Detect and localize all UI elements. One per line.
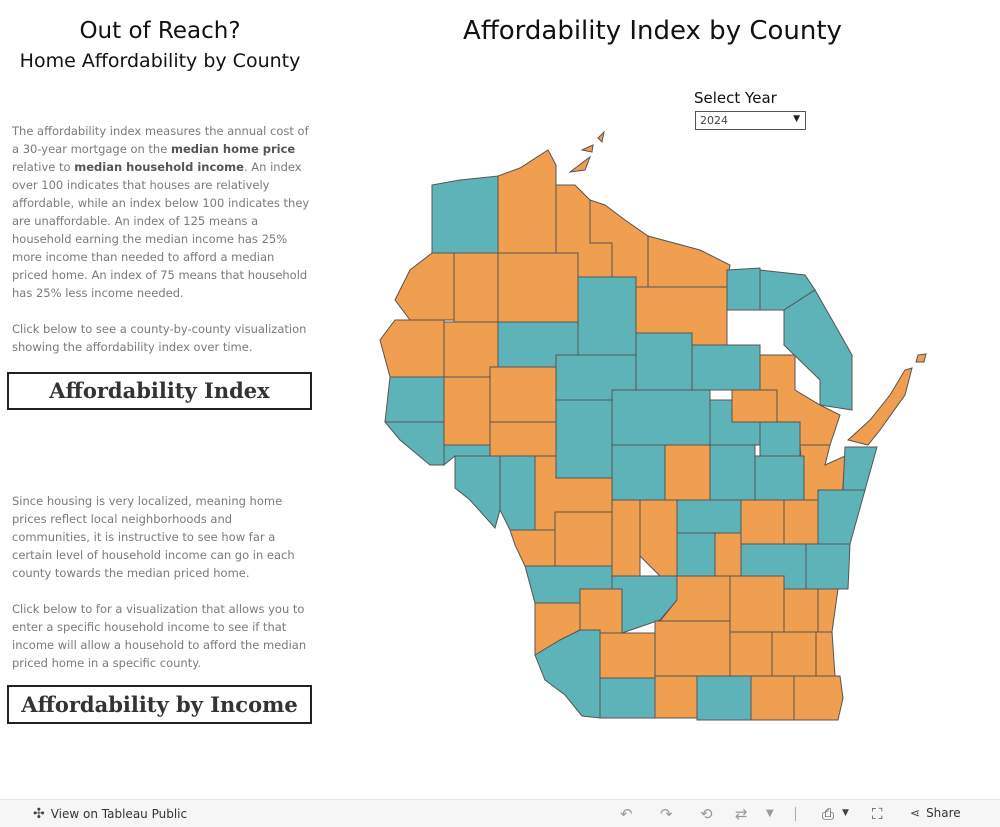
county-region[interactable]: [383, 421, 445, 466]
county-region[interactable]: [815, 631, 836, 677]
county-region[interactable]: [729, 575, 785, 633]
county-map: [370, 125, 940, 725]
title-line-1: Out of Reach?: [79, 18, 241, 44]
affordability-index-button[interactable]: Affordability Index: [7, 372, 312, 410]
share-icon: ⋖: [910, 806, 921, 820]
county-region[interactable]: [611, 444, 666, 501]
county-region[interactable]: [489, 421, 557, 457]
county-region[interactable]: [915, 353, 927, 363]
county-region[interactable]: [394, 252, 455, 321]
county-region[interactable]: [555, 399, 613, 479]
undo-icon[interactable]: ↶: [620, 805, 633, 823]
county-region[interactable]: [676, 532, 716, 577]
county-region[interactable]: [676, 499, 742, 534]
income-paragraph: Since housing is very localized, meaning…: [12, 494, 295, 580]
county-region[interactable]: [453, 252, 499, 323]
county-region[interactable]: [709, 444, 756, 501]
county-region[interactable]: [771, 631, 817, 677]
county-region[interactable]: [817, 588, 839, 633]
dropdown-arrow-icon: ▼: [793, 114, 800, 124]
county-region[interactable]: [554, 511, 613, 567]
intro-click-text: Click below to see a county-by-county vi…: [12, 322, 307, 354]
tableau-logo-icon: ✣: [33, 806, 45, 822]
share-button[interactable]: ⋖ Share: [910, 806, 961, 820]
sidebar-title: Out of Reach? Home Affordability by Coun…: [0, 16, 320, 77]
county-region[interactable]: [497, 252, 579, 323]
county-region[interactable]: [639, 499, 678, 577]
county-region[interactable]: [783, 289, 853, 411]
county-region[interactable]: [599, 677, 656, 719]
county-region[interactable]: [379, 319, 445, 378]
county-region[interactable]: [846, 367, 913, 446]
redo-icon[interactable]: ↷: [660, 805, 673, 823]
county-region[interactable]: [654, 675, 698, 719]
year-dropdown-value: 2024: [700, 114, 728, 127]
county-region[interactable]: [731, 389, 778, 423]
county-region[interactable]: [579, 588, 623, 634]
county-region[interactable]: [750, 675, 795, 721]
title-line-2: Home Affordability by County: [19, 50, 301, 72]
county-region[interactable]: [759, 421, 801, 457]
county-region[interactable]: [443, 376, 491, 446]
refresh-menu-chevron-icon[interactable]: ▼: [766, 808, 774, 819]
county-region[interactable]: [577, 276, 637, 356]
county-region[interactable]: [783, 588, 819, 633]
county-region[interactable]: [729, 631, 773, 677]
county-region[interactable]: [497, 149, 557, 254]
county-region[interactable]: [489, 366, 557, 423]
county-region[interactable]: [509, 529, 556, 567]
view-on-tableau-label: View on Tableau Public: [50, 807, 188, 821]
income-click-text: Click below to for a visualization that …: [12, 602, 307, 670]
county-region[interactable]: [714, 532, 742, 577]
county-region[interactable]: [726, 267, 761, 311]
county-region[interactable]: [499, 455, 536, 531]
county-region[interactable]: [664, 444, 711, 501]
county-region[interactable]: [431, 175, 499, 254]
county-region[interactable]: [691, 344, 761, 391]
county-region[interactable]: [842, 446, 878, 491]
wisconsin-county-map: [379, 130, 927, 721]
county-region[interactable]: [580, 144, 594, 153]
county-region[interactable]: [611, 499, 641, 577]
county-region[interactable]: [754, 455, 805, 501]
intro-paragraph: The affordability index measures the ann…: [12, 124, 310, 300]
select-year-label: Select Year: [694, 89, 777, 107]
county-region[interactable]: [805, 543, 851, 590]
county-region[interactable]: [635, 332, 693, 391]
download-icon[interactable]: ⎙: [822, 805, 835, 823]
county-region[interactable]: [597, 130, 605, 144]
county-region[interactable]: [817, 489, 866, 545]
county-region[interactable]: [384, 376, 445, 423]
revert-icon[interactable]: ⟲: [700, 805, 713, 823]
county-region[interactable]: [454, 455, 501, 530]
county-region[interactable]: [783, 499, 819, 545]
county-region[interactable]: [611, 389, 711, 446]
county-region[interactable]: [740, 499, 785, 545]
toolbar-divider: [795, 807, 796, 821]
page-title: Affordability Index by County: [463, 16, 842, 46]
affordability-by-income-button[interactable]: Affordability by Income: [7, 685, 312, 724]
view-on-tableau-link[interactable]: ✣ View on Tableau Public: [33, 806, 187, 822]
tableau-toolbar: ✣ View on Tableau Public ↶ ↷ ⟲ ⇄ ▼ ⎙ ▼ ⛶…: [0, 799, 1000, 827]
county-region[interactable]: [696, 675, 752, 721]
year-dropdown[interactable]: 2024 ▼: [695, 111, 806, 130]
fullscreen-icon[interactable]: ⛶: [872, 805, 883, 823]
download-menu-chevron-icon[interactable]: ▼: [842, 808, 849, 818]
county-region[interactable]: [599, 632, 656, 679]
county-region[interactable]: [568, 155, 592, 173]
share-label: Share: [926, 806, 961, 820]
refresh-icon[interactable]: ⇄: [735, 805, 748, 823]
county-region[interactable]: [647, 235, 731, 288]
county-region[interactable]: [793, 675, 844, 721]
county-region[interactable]: [654, 620, 731, 677]
